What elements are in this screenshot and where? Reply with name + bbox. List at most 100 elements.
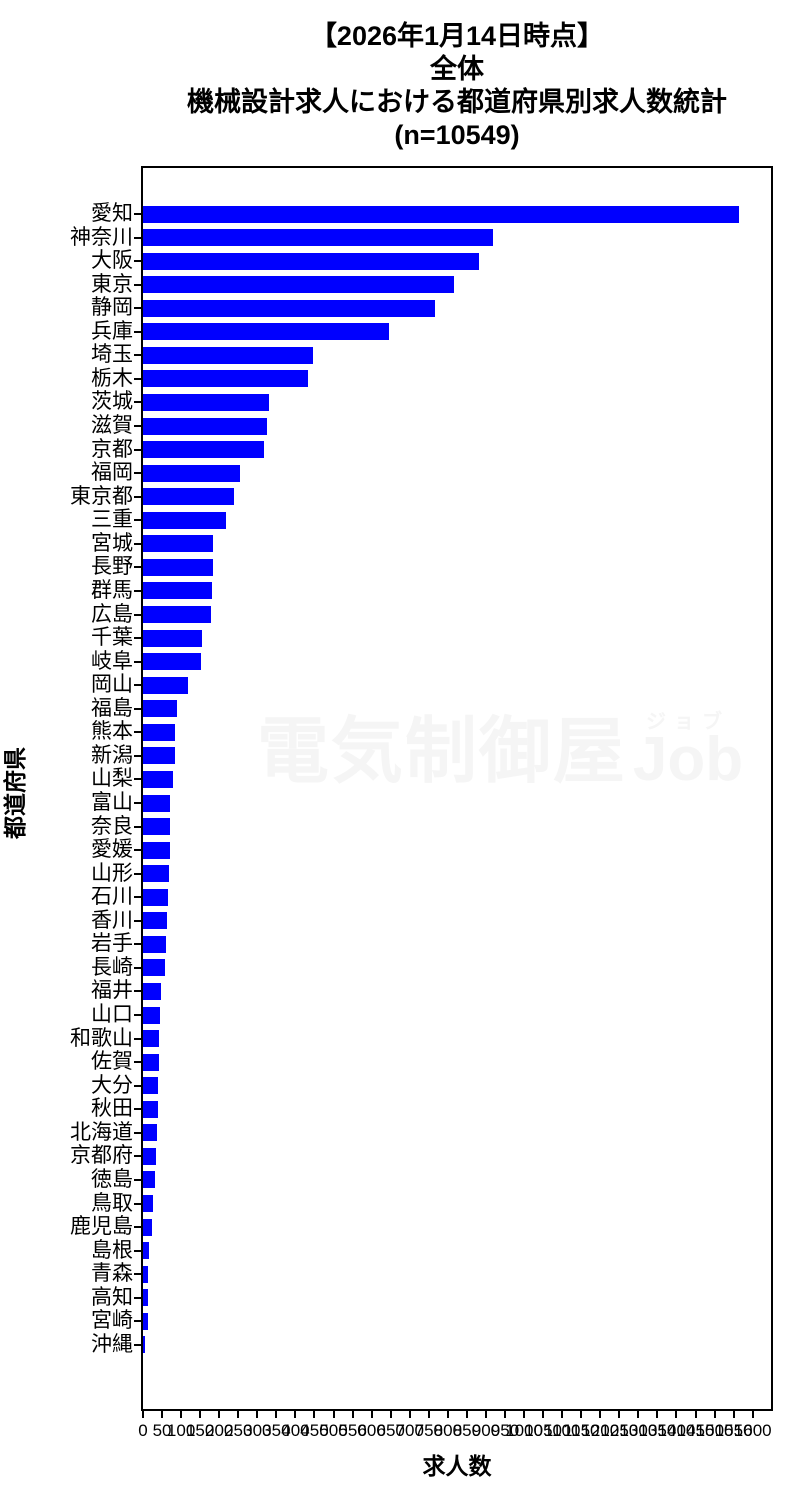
x-tick-mark (542, 1411, 545, 1418)
y-tick-label: 神奈川 (70, 225, 133, 249)
y-tick-label: 佐賀 (91, 1050, 133, 1074)
bar (143, 464, 241, 482)
y-tick-mark (134, 377, 141, 380)
x-tick-mark (656, 1411, 659, 1418)
y-tick-mark (134, 1202, 141, 1205)
x-tick-label: 1500 (695, 1421, 734, 1440)
y-tick-mark (134, 1343, 141, 1346)
y-tick-label: 新潟 (91, 743, 133, 767)
x-tick-label: 1200 (581, 1421, 620, 1440)
y-tick-label: 愛媛 (91, 838, 133, 862)
plot-area (141, 166, 773, 1411)
bar (143, 747, 175, 765)
bar (143, 1006, 160, 1024)
y-tick-mark (134, 660, 141, 663)
y-tick-label: 福島 (91, 696, 133, 720)
x-tick-mark (275, 1411, 278, 1418)
x-tick-label: 450 (300, 1421, 329, 1440)
y-tick-mark (134, 354, 141, 357)
x-tick-mark (313, 1411, 316, 1418)
y-tick-label: 群馬 (91, 578, 133, 602)
y-tick-mark (134, 778, 141, 781)
x-tick-label: 1150 (562, 1421, 600, 1440)
x-tick-label: 300 (243, 1421, 272, 1440)
y-tick-mark (134, 990, 141, 993)
y-tick-mark (134, 684, 141, 687)
y-tick-mark (134, 542, 141, 545)
y-tick-label: 静岡 (91, 296, 133, 320)
y-tick-label: 徳島 (91, 1167, 133, 1191)
y-tick-mark (134, 589, 141, 592)
bar (143, 818, 171, 836)
bar (143, 417, 268, 435)
y-tick-label: 宮城 (91, 531, 133, 555)
x-tick-label: 1550 (714, 1421, 753, 1440)
x-tick-label: 950 (490, 1421, 520, 1440)
bar (143, 205, 740, 223)
y-tick-mark (134, 896, 141, 899)
y-tick-label: 石川 (91, 885, 133, 909)
x-tick-label: 150 (185, 1421, 215, 1440)
bar (143, 700, 177, 718)
bar (143, 1030, 159, 1048)
y-tick-mark (134, 307, 141, 310)
bar (143, 653, 201, 671)
bar (143, 441, 265, 459)
y-tick-label: 島根 (91, 1238, 133, 1262)
y-tick-mark (134, 495, 141, 498)
y-tick-mark (134, 519, 141, 522)
y-tick-label: 高知 (91, 1285, 133, 1309)
y-tick-label: 栃木 (91, 366, 133, 390)
bar (143, 535, 214, 553)
x-tick-label: 0 (138, 1421, 148, 1440)
y-tick-mark (134, 1155, 141, 1158)
y-tick-label: 広島 (91, 602, 133, 626)
y-tick-mark (134, 401, 141, 404)
y-tick-mark (134, 1320, 141, 1323)
y-tick-mark (134, 236, 141, 239)
y-tick-mark (134, 1249, 141, 1252)
bar (143, 888, 169, 906)
bar (143, 935, 167, 953)
bar (143, 865, 169, 883)
bar (143, 1218, 152, 1236)
bar (143, 1171, 155, 1189)
y-tick-label: 山形 (91, 861, 133, 885)
bar (143, 252, 480, 270)
y-tick-label: 京都府 (70, 1144, 133, 1168)
x-tick-mark (618, 1411, 621, 1418)
bar (143, 488, 235, 506)
x-tick-mark (694, 1411, 697, 1418)
y-tick-label: 岩手 (91, 932, 133, 956)
x-tick-mark (732, 1411, 735, 1418)
y-tick-label: 沖縄 (91, 1332, 133, 1356)
chart-title-line3: 機械設計求人における都道府県別求人数統計 (187, 87, 727, 117)
x-tick-mark (580, 1411, 583, 1418)
y-tick-label: 三重 (91, 508, 133, 532)
y-tick-label: 岐阜 (91, 649, 133, 673)
y-tick-mark (134, 754, 141, 757)
x-tick-label: 350 (262, 1421, 291, 1440)
y-tick-mark (134, 707, 141, 710)
bar (143, 582, 213, 600)
y-tick-label: 富山 (91, 791, 133, 814)
y-tick-mark (134, 731, 141, 734)
x-tick-mark (199, 1411, 202, 1418)
y-tick-mark (134, 1226, 141, 1229)
y-tick-mark (134, 919, 141, 922)
y-tick-label: 福岡 (91, 461, 133, 485)
x-tick-label: 1600 (733, 1421, 772, 1440)
x-tick-label: 1300 (619, 1421, 658, 1440)
x-tick-mark (675, 1411, 678, 1418)
bar (143, 959, 166, 977)
chart-title-line4: (n=10549) (394, 120, 520, 150)
y-tick-mark (134, 825, 141, 828)
bar (143, 370, 308, 388)
bar (143, 511, 227, 529)
x-tick-mark (427, 1411, 430, 1418)
y-tick-label: 愛知 (91, 202, 133, 225)
y-tick-label: 長崎 (91, 955, 133, 979)
bar (143, 912, 168, 930)
bar (143, 723, 175, 741)
bar (143, 346, 313, 364)
